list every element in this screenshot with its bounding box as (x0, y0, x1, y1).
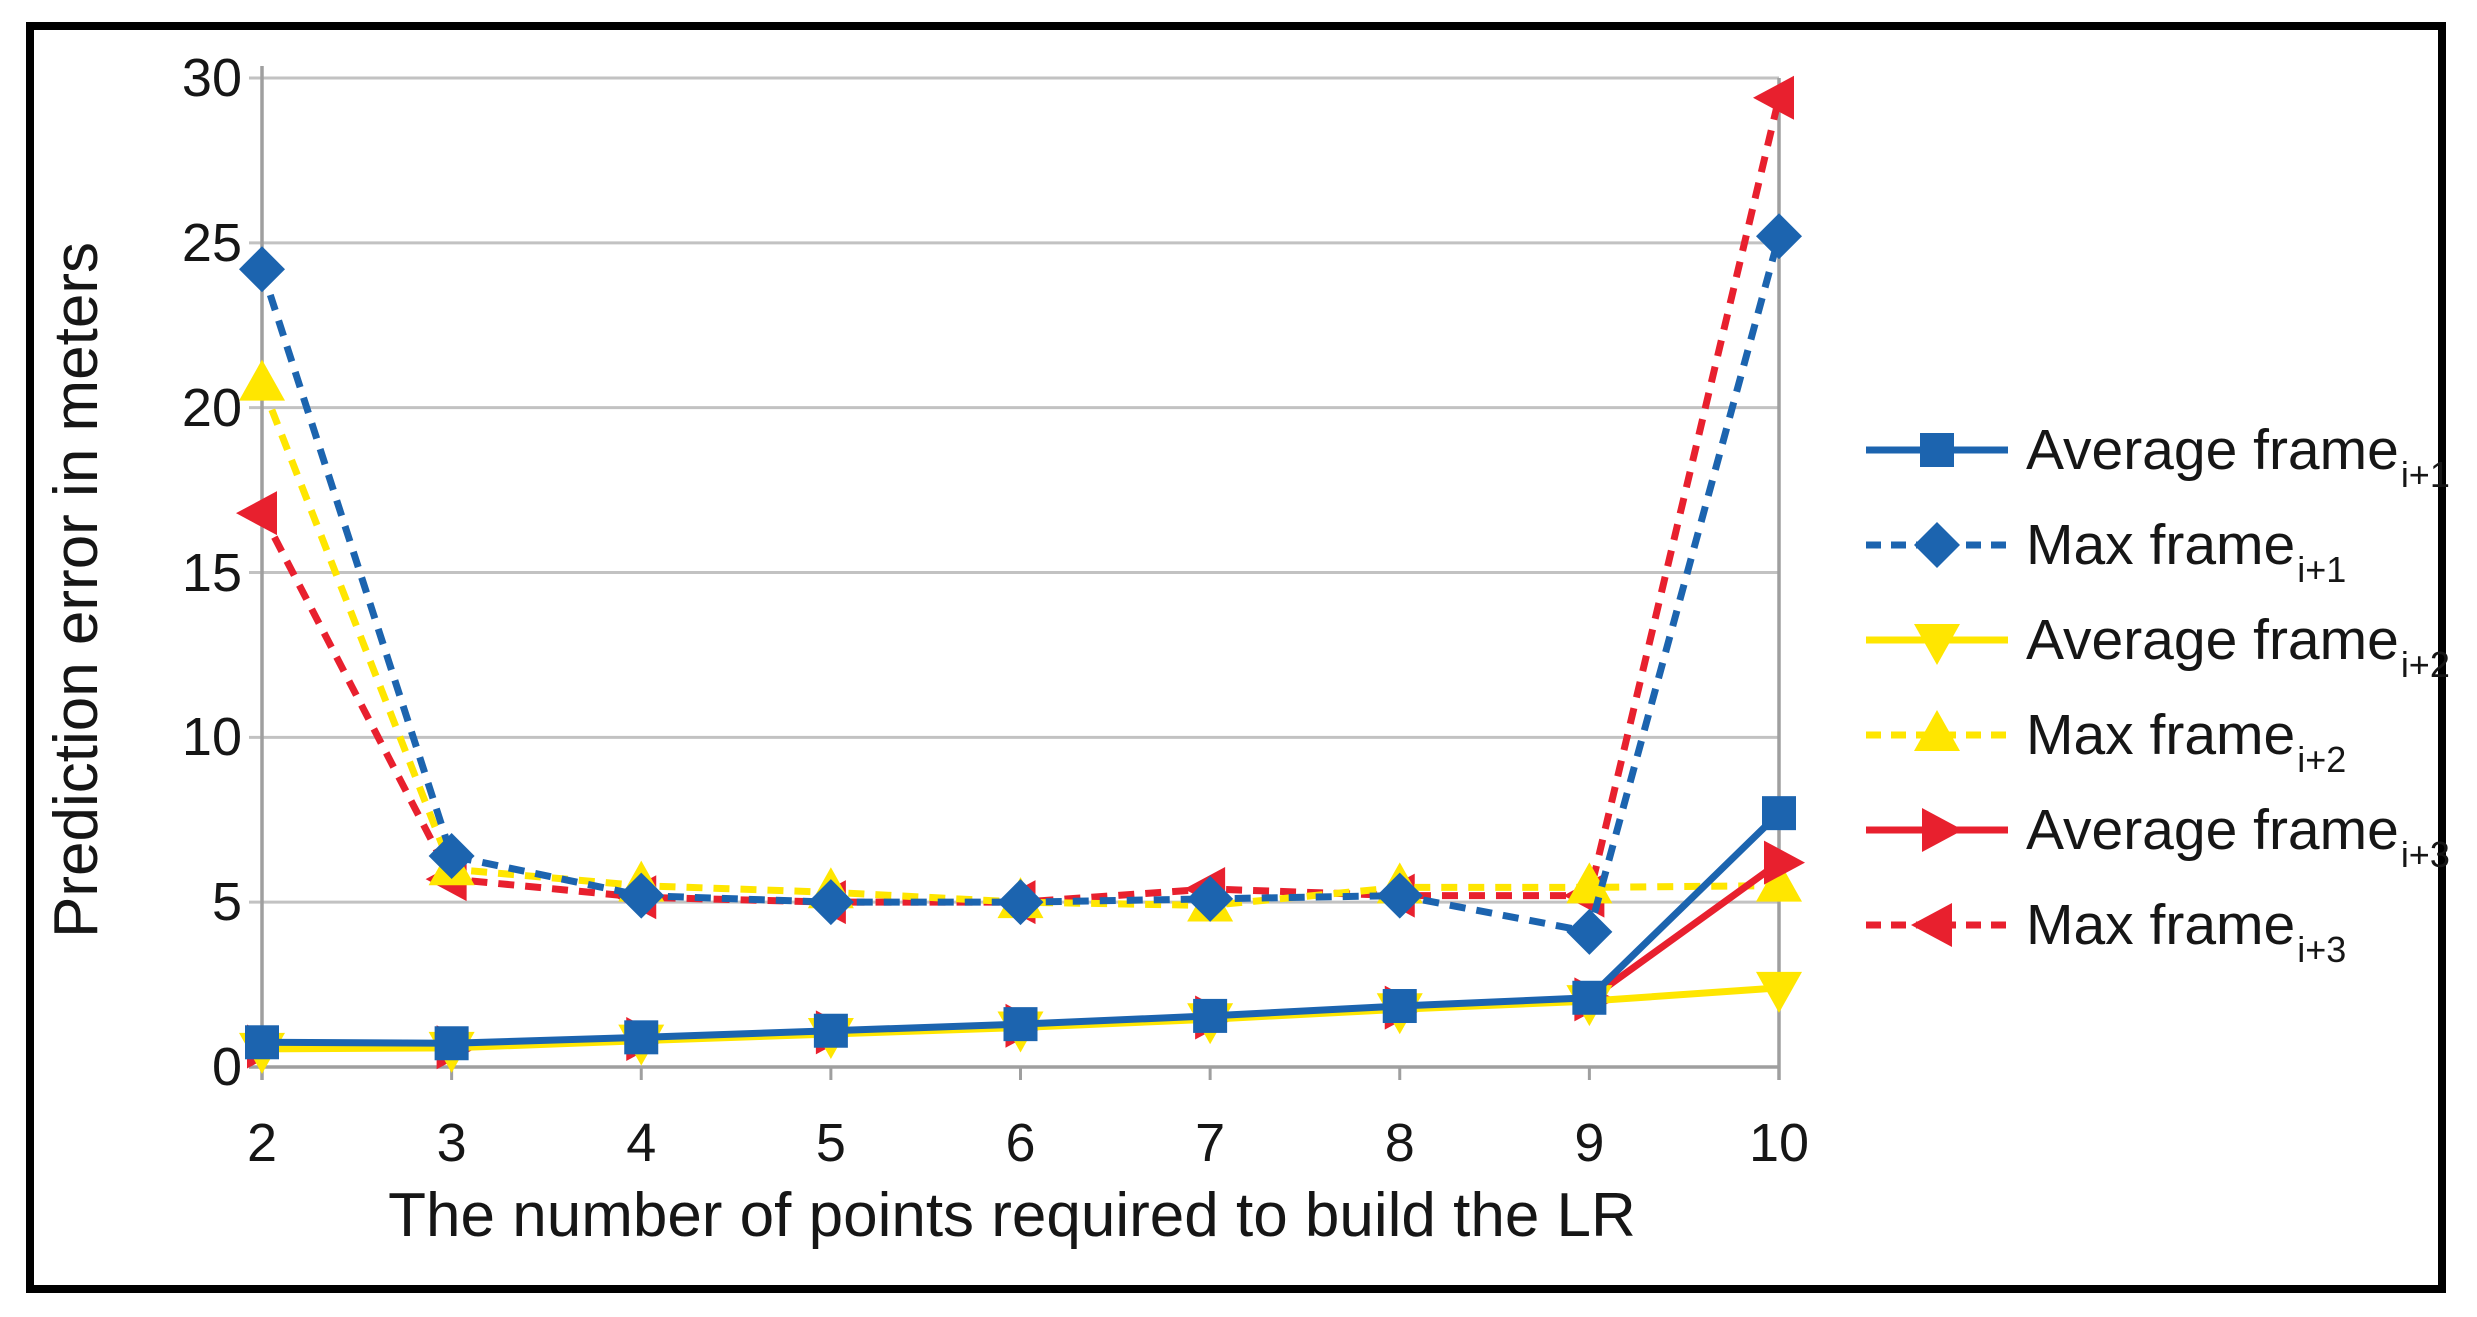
y-tick-label-20: 20 (181, 377, 242, 438)
y-tick-label-10: 10 (181, 707, 242, 768)
marker-square-x4 (624, 1020, 659, 1055)
legend: Average framei+1 Max framei+1 Average fram… (1862, 0, 2462, 1317)
legend-label: Average framei+2 (2026, 607, 2450, 685)
legend-label-text: Average frame (2026, 798, 2399, 862)
y-tick-label-25: 25 (181, 212, 242, 273)
marker-square-x7 (1193, 998, 1228, 1033)
triangle-right-marker-icon (1922, 808, 1963, 852)
marker-triangle-left-x10 (1753, 75, 1794, 120)
legend-label-subscript: i+3 (2400, 834, 2450, 875)
legend-label-subscript: i+2 (2297, 739, 2347, 780)
dashed-line-triangle-left-icon (1866, 903, 2008, 947)
y-tick-label-5: 5 (211, 872, 242, 933)
diamond-marker-icon (1914, 522, 1960, 568)
legend-label: Max framei+3 (2026, 892, 2346, 970)
legend-label-text: Max frame (2026, 513, 2296, 577)
marker-triangle-up-x9 (1566, 862, 1613, 904)
legend-label-subscript: i+1 (2297, 549, 2347, 590)
marker-diamond-x4 (618, 872, 665, 919)
x-tick-label-10: 10 (1748, 1113, 1810, 1173)
legend-label-text: Max frame (2026, 893, 2296, 957)
legend-label-subscript: i+1 (2400, 454, 2450, 495)
legend-label-subscript: i+3 (2297, 929, 2347, 970)
legend-label-subscript: i+2 (2400, 644, 2450, 685)
legend-item-max-i+1: Max framei+1 (1862, 497, 2462, 593)
marker-triangle-up-x10 (1756, 860, 1802, 902)
marker-triangle-down-x10 (1756, 971, 1802, 1013)
marker-diamond-x8 (1376, 872, 1423, 919)
square-marker-icon (1920, 433, 1954, 467)
marker-square-x2 (245, 1025, 279, 1060)
marker-diamond-x6 (997, 879, 1044, 926)
marker-square-x5 (813, 1013, 848, 1048)
x-tick-label-6: 6 (1005, 1113, 1036, 1173)
marker-triangle-up-x2 (239, 359, 285, 401)
marker-diamond-x2 (239, 246, 285, 293)
series-line-i+1-max (258, 235, 1783, 936)
y-tick-label-0: 0 (211, 1037, 242, 1097)
x-tick-label-3: 3 (436, 1113, 467, 1173)
legend-label-text: Max frame (2026, 703, 2296, 767)
legend-item-max-i+3: Max framei+3 (1862, 877, 2462, 973)
solid-line-square-icon (1866, 433, 2008, 467)
x-tick-label-9: 9 (1574, 1113, 1605, 1173)
marker-diamond-x10 (1756, 213, 1802, 260)
chart-border (26, 22, 2446, 1293)
series-line-i+2-max (258, 383, 1780, 909)
x-tick-label-4: 4 (626, 1113, 657, 1173)
solid-line-triangle-down-icon (1866, 624, 2008, 665)
triangle-left-marker-icon (1911, 903, 1952, 947)
legend-label-text: Average frame (2026, 418, 2399, 482)
x-tick-label-8: 8 (1384, 1113, 1415, 1173)
x-tick-label-2: 2 (246, 1113, 278, 1173)
legend-item-avg-i+2: Average framei+2 (1862, 592, 2462, 688)
marker-square-x8 (1382, 989, 1417, 1024)
marker-square-x3 (434, 1026, 469, 1061)
legend-label: Max framei+1 (2026, 512, 2346, 590)
legend-label: Average framei+1 (2026, 417, 2450, 495)
legend-item-avg-i+3: Average framei+3 (1862, 782, 2462, 878)
marker-triangle-left-x2 (236, 491, 277, 536)
marker-square-x10 (1762, 796, 1796, 831)
marker-triangle-right-x10 (1764, 840, 1805, 885)
legend-item-avg-i+1: Average framei+1 (1862, 402, 2462, 498)
marker-square-x9 (1572, 980, 1607, 1015)
dashed-line-diamond-icon (1866, 522, 2008, 568)
legend-item-max-i+2: Max framei+2 (1862, 687, 2462, 783)
marker-diamond-x3 (428, 833, 475, 880)
x-tick-label-5: 5 (815, 1113, 846, 1173)
series-line-i+3-max (258, 96, 1783, 906)
marker-diamond-x5 (807, 879, 854, 926)
solid-line-triangle-right-icon (1866, 808, 2008, 852)
marker-square-x6 (1003, 1007, 1038, 1042)
marker-diamond-x9 (1566, 908, 1613, 955)
x-axis-title: The number of points required to build t… (388, 1181, 1636, 1250)
legend-label-text: Average frame (2026, 608, 2399, 672)
marker-diamond-x7 (1187, 875, 1234, 922)
legend-label: Average framei+3 (2026, 797, 2450, 875)
x-tick-label-7: 7 (1195, 1113, 1226, 1173)
dashed-line-triangle-up-icon (1866, 710, 2008, 751)
legend-label: Max framei+2 (2026, 702, 2346, 780)
y-tick-label-15: 15 (181, 542, 242, 603)
y-tick-label-30: 30 (181, 48, 242, 108)
triangle-up-marker-icon (1914, 710, 1960, 751)
triangle-down-marker-icon (1914, 624, 1960, 665)
y-axis-title: Prediction error in meters (42, 241, 111, 939)
